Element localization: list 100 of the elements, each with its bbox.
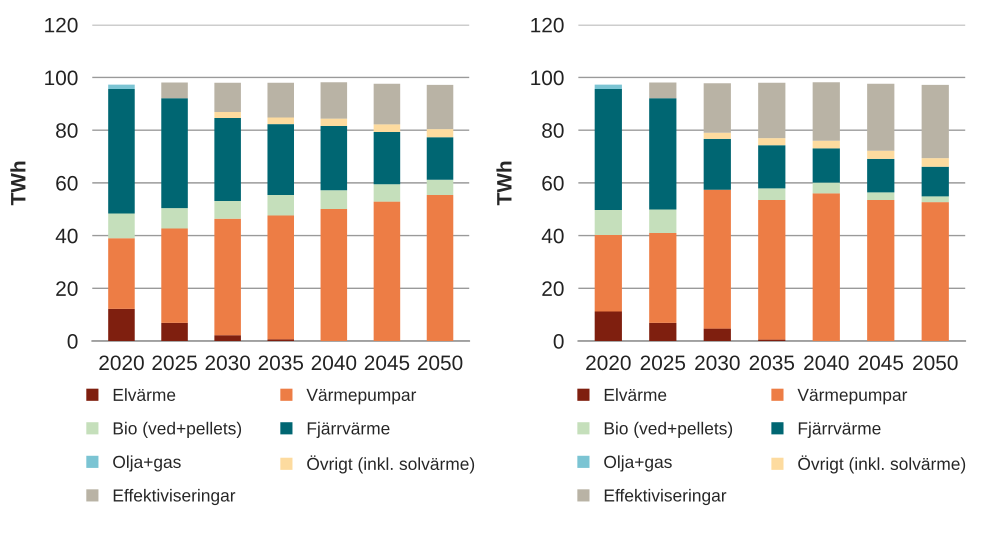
- bar: [267, 124, 294, 195]
- x-tick-label: 2035: [750, 355, 794, 370]
- bar: [214, 201, 241, 219]
- bar: [320, 126, 348, 190]
- bar: [426, 129, 454, 138]
- legend-label: Övrigt (inkl. solvärme): [798, 455, 966, 474]
- bar: [267, 216, 294, 340]
- bar: [812, 148, 840, 183]
- x-tick-label: 2030: [695, 355, 740, 370]
- bar: [426, 180, 454, 195]
- bar: [108, 89, 135, 214]
- y-axis-title: TWh: [10, 162, 26, 206]
- bar: [161, 322, 188, 341]
- bar: [867, 150, 894, 159]
- y-axis-title: TWh: [496, 162, 512, 206]
- legend-label: Olja+gas: [113, 455, 181, 472]
- bar: [812, 140, 840, 148]
- bar: [758, 138, 786, 146]
- bar: [594, 311, 622, 341]
- x-tick-label: 2020: [586, 355, 631, 370]
- x-tick-label: 2020: [99, 355, 144, 370]
- bar: [161, 82, 188, 98]
- bar: [867, 200, 894, 341]
- legend-label: Effektiviseringar: [114, 488, 236, 506]
- bar: [214, 335, 241, 341]
- bar: [161, 208, 188, 228]
- bar: [649, 209, 676, 233]
- x-tick-label: 2050: [913, 355, 958, 370]
- bar: [214, 118, 241, 202]
- y-tick-label: 40: [56, 228, 78, 244]
- bar: [320, 118, 348, 126]
- y-tick-label: 60: [56, 176, 78, 191]
- bar: [214, 218, 241, 336]
- bar: [267, 195, 294, 216]
- bar: [267, 82, 294, 118]
- x-tick-label: 2025: [152, 355, 197, 370]
- bar: [758, 145, 786, 188]
- legend-label: Effektiviseringar: [604, 488, 726, 506]
- legend-label: Bio (ved+pellets): [604, 422, 732, 438]
- bar: [426, 137, 454, 180]
- y-tick-label: 100: [45, 70, 78, 86]
- bar: [649, 82, 676, 98]
- y-tick-label: 20: [542, 281, 564, 296]
- bar: [812, 182, 840, 194]
- legend-label: Värmepumpar: [797, 388, 908, 404]
- y-tick-label: 80: [542, 123, 564, 138]
- bar: [374, 132, 400, 184]
- legend-label: Värmepumpar: [306, 388, 416, 404]
- bar: [867, 84, 894, 151]
- bar: [426, 84, 454, 130]
- bar: [108, 238, 135, 309]
- bar: [108, 308, 135, 341]
- legend-label: Fjärrvärme: [798, 422, 881, 438]
- bar: [594, 235, 622, 312]
- bar: [812, 82, 840, 141]
- bar: [704, 138, 731, 190]
- bar: [758, 188, 786, 200]
- x-tick-label: 2035: [258, 355, 304, 370]
- bar: [374, 124, 400, 132]
- bar: [704, 132, 731, 139]
- y-tick-label: 80: [56, 123, 78, 138]
- x-tick-label: 2030: [206, 355, 250, 370]
- bar: [649, 98, 676, 210]
- bar: [594, 210, 622, 236]
- bar: [867, 158, 894, 192]
- y-tick-label: 0: [554, 334, 564, 349]
- bar: [161, 98, 188, 208]
- bar: [161, 228, 188, 323]
- legend-label: Bio (ved+pellets): [114, 422, 242, 438]
- bar: [922, 196, 949, 202]
- x-tick-label: 2045: [858, 355, 904, 370]
- bar: [426, 195, 454, 341]
- bar: [108, 213, 135, 238]
- bar: [758, 200, 786, 340]
- y-tick-label: 60: [542, 176, 564, 191]
- legend-label: Elvärme: [604, 388, 666, 401]
- y-tick-label: 20: [56, 281, 78, 296]
- bar: [594, 84, 622, 90]
- bar: [922, 84, 949, 158]
- legend-label: Olja+gas: [604, 455, 672, 472]
- bar: [649, 322, 676, 341]
- bar: [922, 202, 949, 341]
- bar: [704, 328, 731, 341]
- legend-label: Elvärme: [114, 388, 176, 401]
- legend-label: Övrigt (inkl. solvärme): [307, 455, 474, 474]
- bar: [214, 82, 241, 112]
- bar: [374, 184, 400, 202]
- bar: [320, 208, 348, 341]
- bar: [758, 82, 786, 138]
- bar: [922, 166, 949, 196]
- bar: [320, 82, 348, 119]
- bar: [922, 158, 949, 167]
- bar: [108, 84, 135, 90]
- x-tick-label: 2050: [418, 355, 462, 370]
- x-tick-label: 2025: [640, 355, 686, 370]
- bar: [374, 84, 400, 124]
- y-tick-label: 40: [542, 228, 564, 244]
- y-tick-label: 0: [68, 334, 78, 349]
- bar: [704, 83, 731, 133]
- y-tick-label: 100: [531, 70, 564, 86]
